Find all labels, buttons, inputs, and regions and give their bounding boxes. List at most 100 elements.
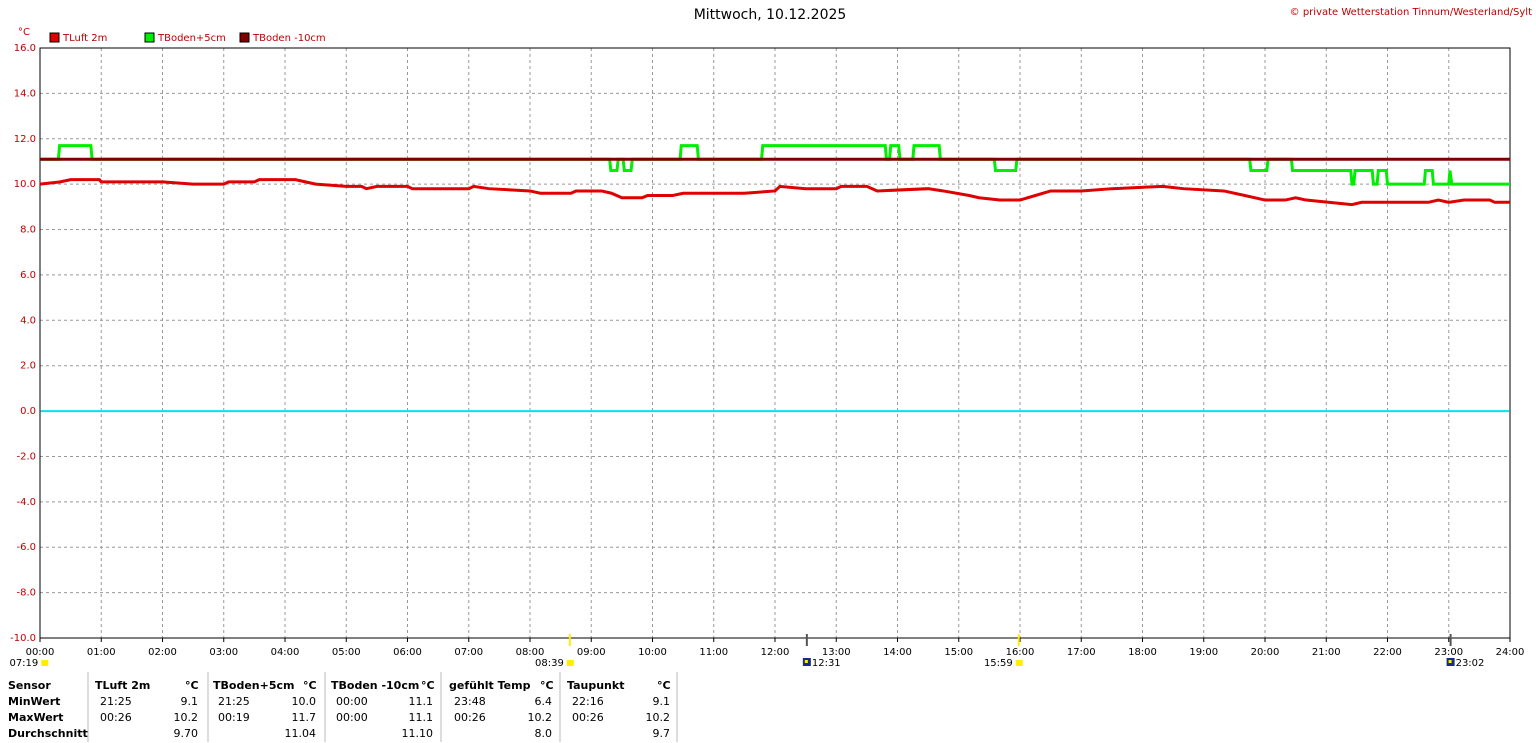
x-tick-label: 05:00	[332, 647, 361, 658]
legend-swatch	[144, 32, 155, 43]
legend-swatch	[239, 32, 250, 43]
y-tick-label: 10.0	[14, 179, 36, 190]
row-label: Durchschnitt	[8, 727, 88, 740]
x-tick-label: 22:00	[1373, 647, 1402, 658]
y-unit: °C	[18, 27, 30, 38]
x-tick-label: 11:00	[699, 647, 728, 658]
table-time: 00:00	[336, 711, 368, 724]
table-value: 9.70	[174, 727, 199, 740]
x-tick-label: 21:00	[1312, 647, 1341, 658]
table-unit: °C	[303, 679, 317, 692]
y-tick-label: 8.0	[20, 225, 36, 236]
sun-icon	[1015, 660, 1023, 666]
marker-label: 23:02	[1456, 658, 1485, 669]
sun-icon	[566, 660, 574, 666]
plot-frame	[39, 47, 1511, 639]
x-tick-label: 14:00	[883, 647, 912, 658]
chart-title: Mittwoch, 10.12.2025	[694, 7, 847, 23]
table-time: 00:26	[100, 711, 132, 724]
x-tick-label: 04:00	[271, 647, 300, 658]
y-tick-label: -8.0	[16, 588, 36, 599]
x-tick-label: 16:00	[1006, 647, 1035, 658]
table-header: TBoden+5cm	[213, 679, 294, 692]
table-time: 23:48	[454, 695, 486, 708]
table-time: 00:26	[454, 711, 486, 724]
x-tick-label: 12:00	[761, 647, 790, 658]
marker-label: 07:19	[9, 658, 38, 669]
y-tick-label: -4.0	[16, 497, 36, 508]
table-time: 00:26	[572, 711, 604, 724]
table-value: 9.1	[181, 695, 199, 708]
x-tick-label: 13:00	[822, 647, 851, 658]
y-tick-label: 2.0	[20, 361, 36, 372]
table-value: 11.1	[409, 695, 434, 708]
y-tick-label: -10.0	[10, 633, 36, 644]
x-tick-label: 06:00	[393, 647, 422, 658]
x-tick-label: 10:00	[638, 647, 667, 658]
x-tick-label: 24:00	[1496, 647, 1525, 658]
x-tick-label: 08:00	[516, 647, 545, 658]
table-header: Taupunkt	[567, 679, 624, 692]
x-tick-label: 19:00	[1189, 647, 1218, 658]
table-unit: °C	[657, 679, 671, 692]
legend-label: TBoden -10cm	[252, 33, 326, 44]
table-value: 10.2	[174, 711, 199, 724]
table-value: 10.2	[646, 711, 671, 724]
table-value: 11.7	[292, 711, 317, 724]
table-value: 9.7	[653, 727, 671, 740]
table-time: 22:16	[572, 695, 604, 708]
table-value: 11.10	[402, 727, 434, 740]
table-unit: °C	[421, 679, 435, 692]
x-tick-label: 15:00	[944, 647, 973, 658]
table-value: 10.2	[528, 711, 553, 724]
legend-swatch	[49, 32, 60, 43]
row-label: MaxWert	[8, 711, 63, 724]
x-tick-label: 09:00	[577, 647, 606, 658]
table-time: 21:25	[218, 695, 250, 708]
x-tick-label: 18:00	[1128, 647, 1157, 658]
table-header: Sensor	[8, 679, 51, 692]
x-tick-label: 20:00	[1251, 647, 1280, 658]
y-tick-label: 0.0	[20, 406, 36, 417]
table-value: 10.0	[292, 695, 317, 708]
marker-label: 15:59	[984, 658, 1013, 669]
x-tick-label: 23:00	[1434, 647, 1463, 658]
marker-label: 12:31	[812, 658, 841, 669]
y-tick-label: -2.0	[16, 451, 36, 462]
table-value: 11.04	[285, 727, 317, 740]
x-tick-label: 03:00	[209, 647, 238, 658]
table-time: 21:25	[100, 695, 132, 708]
table-header: gefühlt Temp	[449, 679, 531, 692]
marker-label: 08:39	[535, 658, 564, 669]
y-tick-label: 14.0	[14, 88, 36, 99]
x-tick-label: 01:00	[87, 647, 116, 658]
table-unit: °C	[185, 679, 199, 692]
sun-icon	[41, 660, 49, 666]
y-tick-label: 12.0	[14, 134, 36, 145]
table-value: 11.1	[409, 711, 434, 724]
table-time: 00:00	[336, 695, 368, 708]
row-label: MinWert	[8, 695, 60, 708]
legend-label: TLuft 2m	[62, 33, 107, 44]
x-tick-label: 00:00	[26, 647, 55, 658]
table-value: 8.0	[535, 727, 553, 740]
table-header: TLuft 2m	[95, 679, 150, 692]
x-tick-label: 02:00	[148, 647, 177, 658]
copyright: © private Wetterstation Tinnum/Westerlan…	[1290, 7, 1532, 18]
table-value: 9.1	[653, 695, 671, 708]
y-tick-label: 6.0	[20, 270, 36, 281]
x-tick-label: 17:00	[1067, 647, 1096, 658]
y-tick-label: 16.0	[14, 43, 36, 54]
y-tick-label: -6.0	[16, 542, 36, 553]
moon-icon-inner	[804, 660, 808, 663]
table-value: 6.4	[535, 695, 553, 708]
y-tick-label: 4.0	[20, 315, 36, 326]
series-line	[39, 178, 1510, 207]
table-header: TBoden -10cm	[331, 679, 419, 692]
moon-icon-inner	[1448, 660, 1452, 663]
x-tick-label: 07:00	[454, 647, 483, 658]
legend-label: TBoden+5cm	[157, 33, 226, 44]
table-unit: °C	[540, 679, 554, 692]
